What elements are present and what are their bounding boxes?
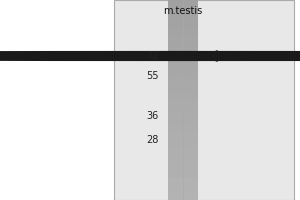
Text: 72: 72 — [146, 51, 159, 61]
Text: 36: 36 — [147, 111, 159, 121]
FancyBboxPatch shape — [114, 0, 294, 200]
Text: m.testis: m.testis — [164, 6, 202, 16]
Text: 28: 28 — [147, 135, 159, 145]
Circle shape — [0, 52, 300, 60]
Polygon shape — [201, 50, 217, 62]
Text: 55: 55 — [146, 71, 159, 81]
